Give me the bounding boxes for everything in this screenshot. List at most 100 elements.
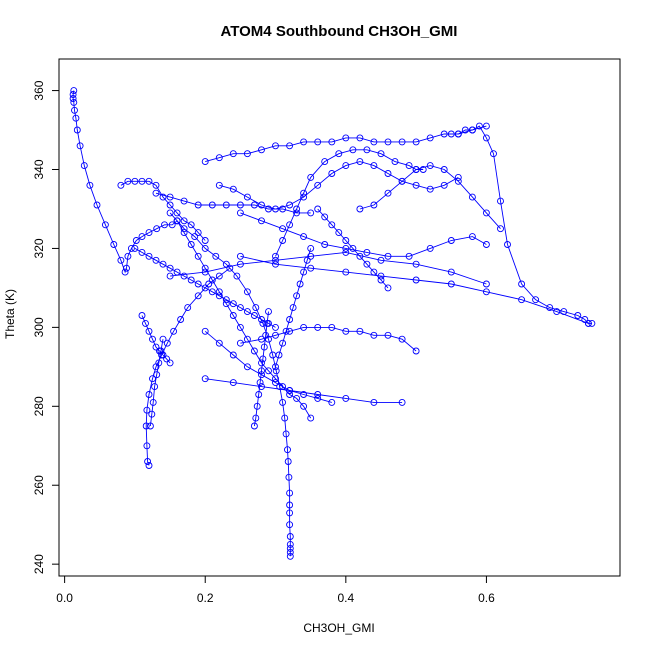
- data-point: [131, 177, 139, 185]
- data-point: [73, 126, 81, 134]
- data-point: [370, 162, 378, 170]
- data-point: [314, 391, 322, 398]
- data-point: [279, 339, 287, 347]
- data-point: [497, 225, 504, 233]
- data-point: [180, 217, 188, 225]
- data-point: [293, 205, 301, 213]
- data-point: [187, 276, 195, 284]
- data-point: [342, 244, 350, 252]
- data-point: [262, 331, 270, 339]
- data-point: [70, 87, 78, 95]
- data-point: [243, 335, 251, 343]
- data-point: [138, 312, 146, 319]
- data-point: [447, 237, 455, 244]
- data-point: [80, 162, 88, 170]
- data-point: [335, 150, 343, 158]
- data-point: [243, 308, 251, 316]
- x-tick-label: 0.2: [197, 591, 214, 605]
- data-point: [490, 150, 497, 158]
- series-line-9: [275, 149, 424, 257]
- data-point: [124, 252, 132, 260]
- data-point: [236, 201, 244, 209]
- data-point: [300, 402, 308, 410]
- data-point: [272, 363, 279, 371]
- data-point: [279, 398, 287, 406]
- data-point: [258, 359, 265, 367]
- data-point: [468, 233, 476, 241]
- data-point: [127, 244, 135, 252]
- data-point: [191, 233, 199, 241]
- data-point: [233, 272, 241, 280]
- data-point: [377, 276, 385, 284]
- data-point: [272, 375, 279, 383]
- data-point: [161, 221, 168, 229]
- data-point: [384, 138, 392, 146]
- data-point: [286, 201, 294, 209]
- data-point: [145, 327, 153, 335]
- data-point: [201, 244, 209, 252]
- data-point: [159, 335, 167, 343]
- data-point: [384, 189, 392, 197]
- data-point: [258, 201, 265, 209]
- data-point: [412, 276, 420, 284]
- data-point: [518, 296, 526, 304]
- data-point: [279, 237, 287, 244]
- data-point: [296, 280, 304, 288]
- data-point: [377, 150, 385, 158]
- data-point: [426, 185, 434, 193]
- data-point: [229, 379, 237, 387]
- y-tick-label: 340: [32, 159, 46, 179]
- data-point: [314, 181, 322, 189]
- data-point: [461, 126, 469, 134]
- data-point: [250, 347, 258, 355]
- data-point: [201, 264, 209, 272]
- data-point: [258, 367, 265, 375]
- data-point: [398, 177, 406, 185]
- data-point: [263, 319, 271, 327]
- data-point: [142, 422, 150, 430]
- data-point: [454, 173, 462, 181]
- data-point: [258, 146, 265, 154]
- data-point: [143, 442, 151, 450]
- data-point: [101, 221, 109, 229]
- data-point: [272, 331, 279, 339]
- data-point: [173, 268, 181, 276]
- series-line-2: [145, 267, 231, 466]
- data-point: [356, 205, 364, 213]
- data-point: [153, 225, 161, 233]
- data-point: [328, 221, 336, 229]
- data-point: [151, 383, 159, 391]
- data-point: [259, 355, 267, 363]
- data-point: [342, 162, 350, 170]
- data-point: [250, 201, 258, 209]
- data-point: [152, 256, 160, 264]
- data-point: [272, 323, 279, 331]
- data-point: [307, 264, 315, 272]
- data-point: [226, 264, 234, 272]
- data-point: [272, 252, 279, 260]
- data-point: [187, 241, 195, 248]
- data-point: [145, 462, 153, 469]
- data-point: [166, 209, 174, 217]
- data-point: [321, 241, 329, 248]
- y-tick-label: 240: [32, 554, 46, 574]
- data-point: [149, 375, 156, 383]
- data-point: [149, 335, 156, 343]
- data-point: [229, 150, 237, 158]
- data-point: [426, 244, 434, 252]
- data-point: [123, 264, 130, 272]
- data-point: [253, 402, 261, 410]
- data-point: [300, 268, 308, 276]
- data-point: [356, 158, 364, 166]
- data-point: [307, 252, 315, 260]
- data-point: [384, 331, 392, 339]
- data-point: [152, 343, 160, 351]
- data-point: [155, 359, 163, 367]
- data-point: [222, 296, 230, 304]
- data-point: [300, 138, 308, 146]
- data-point: [405, 162, 413, 170]
- data-point: [180, 272, 188, 280]
- data-point: [284, 458, 292, 465]
- data-point: [342, 327, 350, 335]
- series-line-20: [155, 192, 311, 214]
